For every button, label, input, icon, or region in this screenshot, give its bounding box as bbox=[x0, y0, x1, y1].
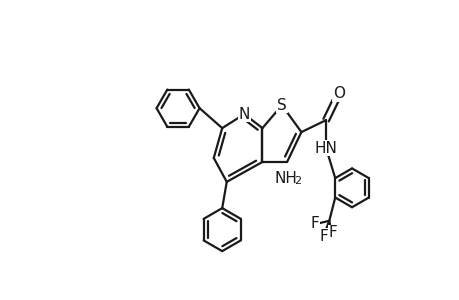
Text: O: O bbox=[332, 86, 344, 101]
Text: F: F bbox=[319, 229, 328, 244]
Text: NH: NH bbox=[274, 171, 297, 186]
Text: HN: HN bbox=[314, 140, 337, 155]
Text: N: N bbox=[238, 107, 249, 122]
Text: F: F bbox=[328, 225, 336, 240]
Text: S: S bbox=[276, 98, 286, 113]
Text: 2: 2 bbox=[294, 176, 301, 186]
Text: F: F bbox=[310, 216, 319, 231]
